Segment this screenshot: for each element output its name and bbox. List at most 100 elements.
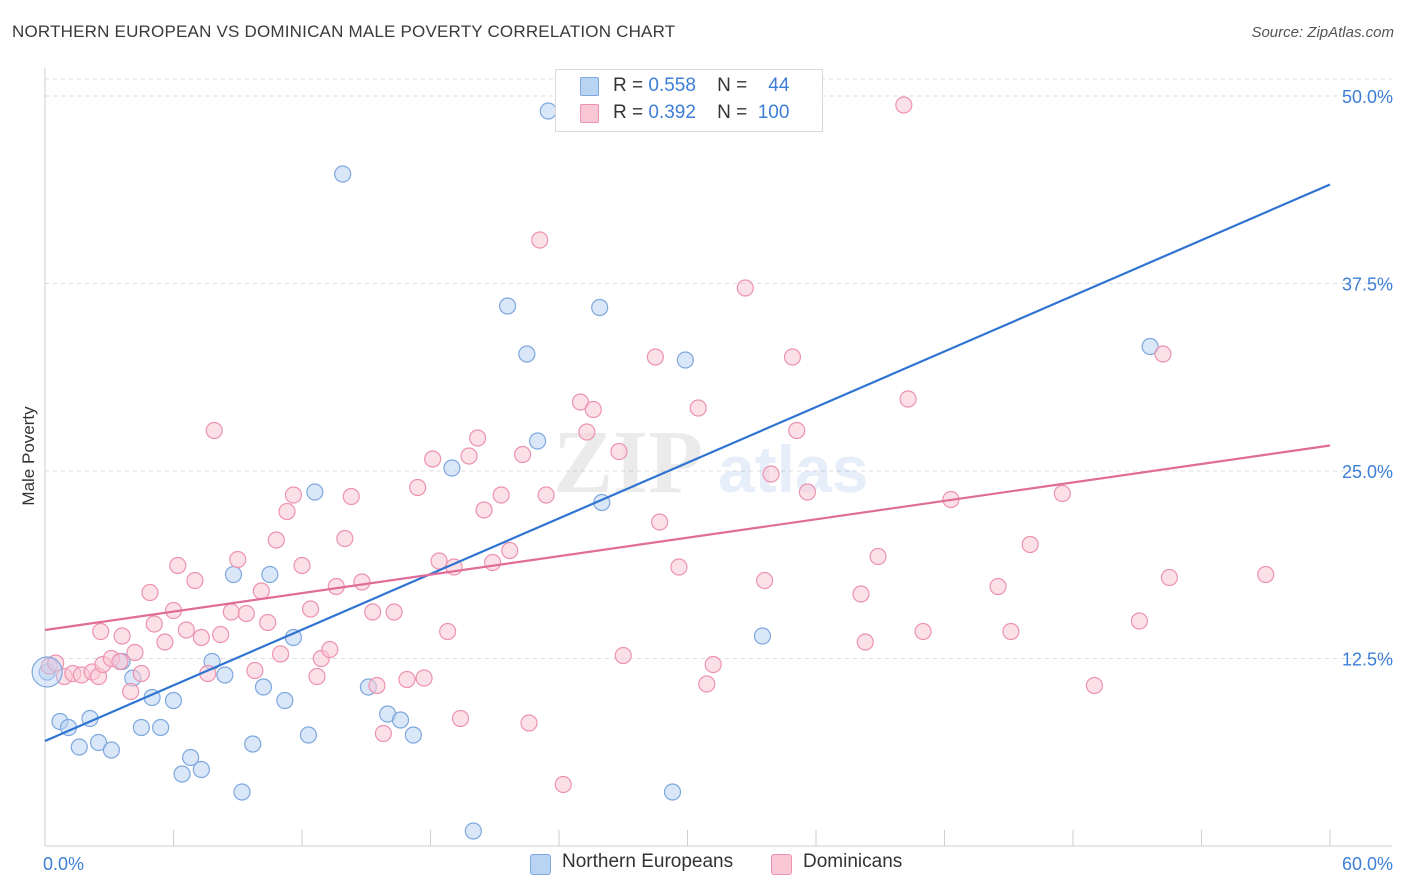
grid-lines (45, 78, 1392, 659)
data-point (212, 625, 230, 644)
data-point (132, 664, 150, 683)
data-point (537, 486, 555, 504)
data-point (443, 459, 461, 477)
data-point (895, 96, 913, 114)
y-tick-label: 25.0% (1342, 462, 1393, 482)
legend-r-label: R = (613, 75, 644, 96)
data-point (610, 442, 628, 461)
data-point (385, 603, 403, 621)
y-tick-label: 50.0% (1342, 87, 1393, 107)
data-point (156, 633, 174, 651)
trendlines (44, 183, 1331, 743)
data-point (1085, 676, 1104, 695)
data-point (89, 733, 108, 752)
data-point (353, 573, 371, 591)
data-point (914, 622, 932, 641)
data-point (70, 738, 88, 756)
data-point (244, 735, 262, 753)
data-point (492, 486, 510, 504)
data-point (1130, 612, 1148, 630)
data-point (276, 691, 294, 710)
data-point (663, 783, 682, 801)
data-point (186, 571, 204, 590)
data-point (182, 748, 200, 767)
data-point (113, 627, 131, 645)
data-point (132, 718, 150, 737)
data-point (334, 165, 352, 183)
data-point (571, 393, 590, 411)
data-point (141, 583, 159, 602)
data-point (398, 670, 416, 689)
data-point (278, 502, 296, 521)
data-point (102, 741, 120, 759)
data-point (216, 666, 234, 684)
correlation-legend: R = 0.558 N = 44 R = 0.392 N = 100 (555, 69, 823, 132)
bottom-legend-label: Northern Europeans (562, 851, 734, 872)
data-point (501, 541, 519, 560)
data-point (460, 447, 478, 465)
data-point (229, 550, 247, 569)
data-point (237, 604, 255, 623)
data-point (451, 709, 470, 728)
data-point (528, 432, 547, 450)
x-tick-label: 0.0% (43, 854, 84, 874)
legend-swatch-pink (580, 104, 599, 123)
data-point (173, 765, 191, 783)
data-point (252, 582, 270, 600)
data-point (578, 423, 596, 441)
x-tick-label: 60.0% (1342, 854, 1393, 874)
data-point (169, 556, 187, 575)
data-point (1002, 622, 1020, 641)
watermark-zip: ZIP (553, 413, 703, 512)
legend-r-label: R = (613, 102, 644, 123)
data-point (651, 513, 669, 531)
data-point (47, 654, 65, 672)
data-point (192, 628, 210, 647)
data-point (374, 724, 392, 743)
data-point (111, 652, 129, 671)
data-point (192, 760, 210, 779)
legend-r-value: 0.392 (648, 102, 696, 123)
data-point (1141, 337, 1159, 356)
data-point (484, 553, 502, 572)
data-point (308, 667, 326, 686)
trendline (44, 444, 1331, 632)
data-point (267, 531, 285, 549)
data-point (670, 558, 688, 576)
bottom-legend-label: Dominicans (803, 851, 903, 872)
data-point (704, 655, 722, 674)
data-point (301, 600, 320, 618)
data-point (788, 421, 806, 440)
source-credit: Source: ZipAtlas.com (1251, 24, 1394, 41)
data-point (205, 421, 223, 440)
data-point (224, 565, 243, 584)
data-point (736, 279, 754, 297)
chart-title: NORTHERN EUROPEAN VS DOMINICAN MALE POVE… (12, 22, 676, 41)
y-tick-label: 12.5% (1342, 650, 1393, 670)
data-point (271, 645, 290, 663)
data-point (321, 640, 339, 659)
data-point (254, 678, 273, 696)
data-point (293, 556, 311, 575)
data-point (177, 621, 195, 639)
data-point (342, 487, 360, 506)
data-point (439, 622, 457, 641)
data-point (1154, 345, 1172, 363)
data-point (409, 478, 427, 497)
data-points (31, 96, 1275, 840)
data-point (856, 633, 874, 651)
legend-r-value: 0.558 (648, 75, 696, 96)
data-point (145, 615, 163, 633)
data-point (899, 390, 917, 408)
data-point (531, 231, 549, 249)
data-point (1053, 484, 1071, 503)
data-point (798, 483, 817, 501)
watermark-atlas: atlas (718, 432, 868, 506)
data-point (755, 571, 774, 590)
legend-n-label: N = (717, 75, 748, 96)
data-point (259, 613, 277, 632)
data-point (336, 529, 354, 548)
data-point (164, 691, 183, 710)
legend-n-label: N = (717, 102, 748, 123)
